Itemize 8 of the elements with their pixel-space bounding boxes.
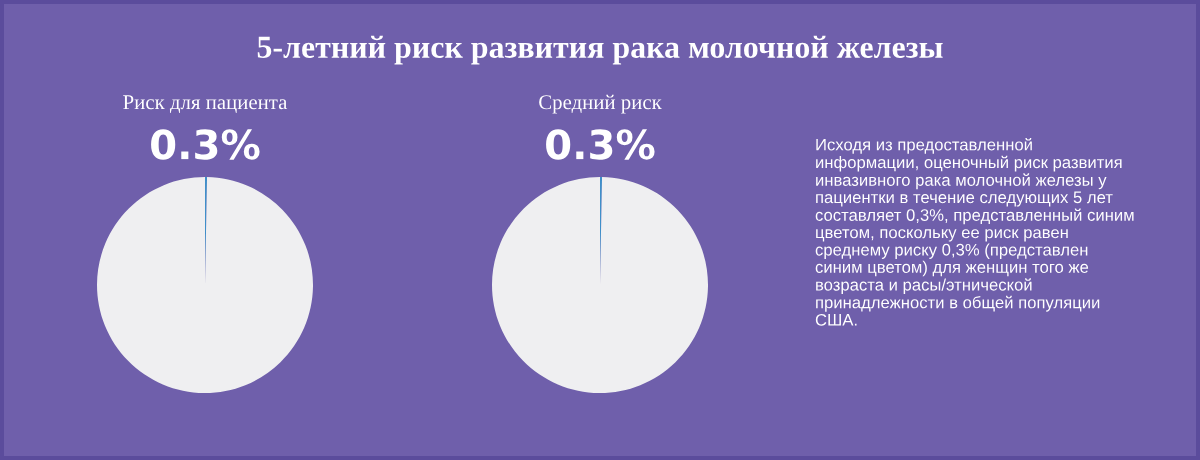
chart-title: Риск для пациента	[123, 95, 288, 114]
data-label: 0.3%	[546, 129, 655, 160]
text: 5-летний риск развития рака молочной железы	[257, 35, 943, 65]
text: Исходя из предоставленной информации, оценочный риск развития инвазивного рака молочной железы у пациентки в течение следующих 5 лет составляет 0,3%, представленный синим цветом, поскольку ее риск равен среднему риску 0,3% (представлен синим цветом) для женщин того же возраста и расы/этнической принадлежности в общей популяции США.	[815, 138, 1134, 326]
pie-slice	[97, 177, 313, 393]
pie-slice	[492, 177, 708, 393]
chart-title: Средний риск	[539, 94, 662, 114]
data-label: 0.3%	[151, 129, 260, 160]
